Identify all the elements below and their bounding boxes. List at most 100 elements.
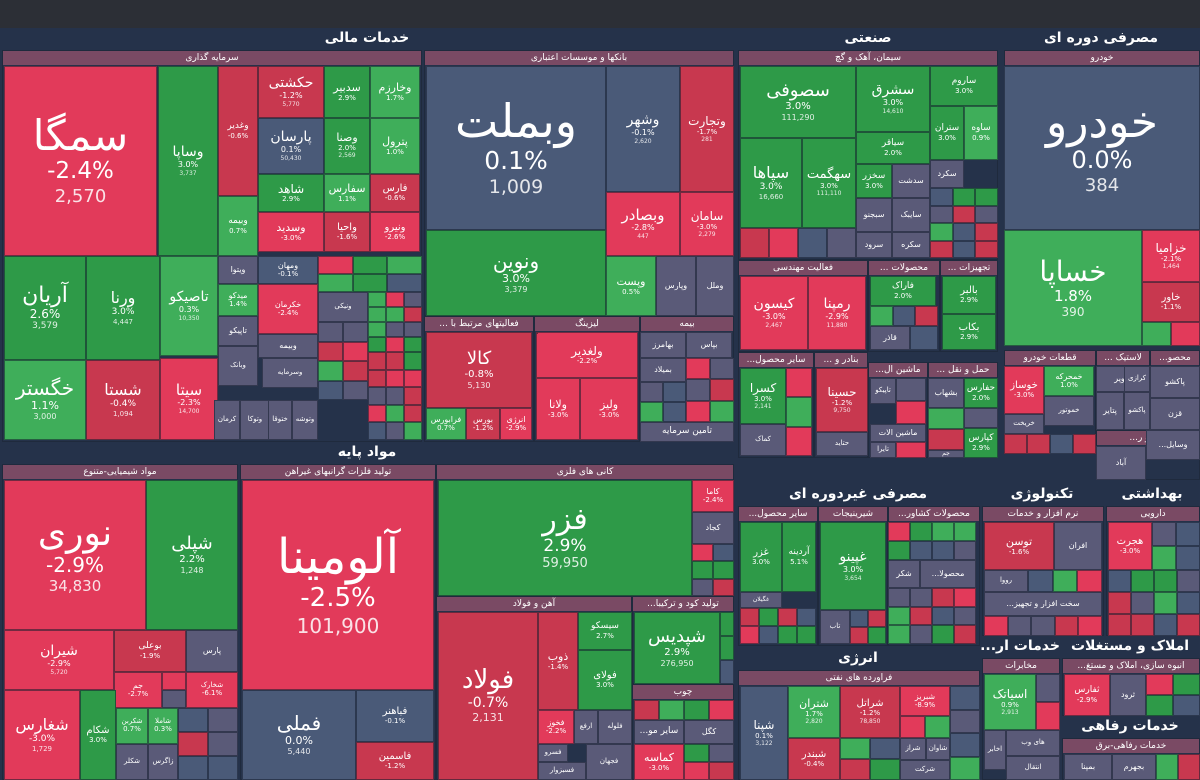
- stock-tile[interactable]: بورس -1.2%: [466, 408, 500, 440]
- industry-title[interactable]: مخابرات: [983, 659, 1059, 673]
- stock-tile[interactable]: فسبزوار: [538, 762, 586, 780]
- stock-tile-small[interactable]: [888, 522, 910, 541]
- stock-tile[interactable]: میدکو 1.4%: [218, 284, 258, 316]
- stock-tile-small[interactable]: [404, 292, 422, 307]
- stock-tile[interactable]: ذوب -1.4%: [538, 612, 578, 710]
- stock-tile[interactable]: جم -2.7%: [114, 672, 162, 708]
- stock-tile[interactable]: سخزر 3.0%: [856, 164, 892, 198]
- stock-tile[interactable]: آردینه 5.1%: [782, 522, 816, 592]
- stock-tile[interactable]: آلومینا -2.5% 101,900: [242, 480, 434, 690]
- industry-title[interactable]: بنادر و ...: [815, 353, 867, 367]
- stock-tile[interactable]: بکاب 2.9%: [942, 314, 996, 350]
- stock-tile[interactable]: وبانک: [218, 346, 258, 386]
- stock-tile[interactable]: غزر 3.0%: [740, 522, 782, 592]
- stock-tile[interactable]: کرازی: [1124, 366, 1150, 392]
- industry-title[interactable]: نرم افزار و خدمات: [983, 507, 1103, 521]
- stock-tile-small[interactable]: [709, 744, 734, 762]
- stock-tile[interactable]: ونیرو -2.6%: [370, 212, 420, 252]
- stock-tile[interactable]: فاراک 2.0%: [870, 276, 936, 306]
- stock-tile-small[interactable]: [984, 616, 1008, 636]
- stock-tile-small[interactable]: [318, 361, 343, 381]
- stock-tile-small[interactable]: [368, 337, 386, 352]
- stock-tile-small[interactable]: [896, 378, 926, 401]
- stock-tile-small[interactable]: [1177, 614, 1200, 636]
- stock-tile[interactable]: سیاقر 2.0%: [856, 132, 930, 164]
- stock-tile[interactable]: حکشتی -1.2% 5,770: [258, 66, 324, 118]
- stock-tile[interactable]: ثفارس -2.9%: [1064, 674, 1110, 716]
- stock-tile-small[interactable]: [910, 522, 932, 541]
- stock-tile[interactable]: وتوکا: [240, 400, 270, 440]
- industry-title[interactable]: کانی های فلزی: [437, 465, 733, 479]
- stock-tile-small[interactable]: [404, 352, 422, 370]
- stock-tile-small[interactable]: [368, 422, 386, 440]
- stock-tile[interactable]: شغارس -3.0% 1,729: [4, 690, 80, 780]
- stock-tile[interactable]: انرژی -2.9%: [500, 408, 532, 440]
- stock-tile-small[interactable]: [896, 401, 926, 424]
- stock-tile-small[interactable]: [686, 400, 710, 422]
- stock-tile-small[interactable]: [368, 369, 386, 388]
- stock-tile-small[interactable]: [1152, 546, 1176, 570]
- stock-tile[interactable]: وشهر -0.1% 2,620: [606, 66, 680, 192]
- stock-tile-small[interactable]: [386, 404, 404, 423]
- stock-tile-small[interactable]: [368, 292, 386, 307]
- stock-tile-small[interactable]: [659, 700, 684, 720]
- stock-tile-small[interactable]: [910, 588, 932, 607]
- stock-tile[interactable]: وتوشه: [292, 400, 318, 440]
- stock-tile-small[interactable]: [827, 228, 856, 258]
- stock-tile-small[interactable]: [1177, 592, 1200, 614]
- stock-tile-small[interactable]: [915, 306, 938, 326]
- stock-tile-small[interactable]: [870, 759, 900, 780]
- stock-tile-small[interactable]: [888, 541, 910, 560]
- stock-tile[interactable]: سامان -3.0% 2,279: [680, 192, 734, 256]
- stock-tile-small[interactable]: [386, 422, 404, 440]
- stock-tile-small[interactable]: [1154, 570, 1177, 592]
- stock-tile-small[interactable]: [1036, 674, 1060, 702]
- stock-tile-small[interactable]: [684, 744, 709, 762]
- industry-title[interactable]: قطعات خودرو: [1005, 351, 1095, 365]
- stock-tile[interactable]: فاسمین -1.2%: [356, 742, 434, 780]
- stock-tile[interactable]: پاکشو: [1150, 366, 1200, 398]
- stock-tile[interactable]: فجهان: [586, 744, 632, 780]
- stock-tile-small[interactable]: [840, 759, 870, 780]
- industry-title[interactable]: سیمان، آهک و گچ: [739, 51, 997, 65]
- stock-tile-small[interactable]: [932, 522, 954, 541]
- stock-tile-small[interactable]: [975, 223, 998, 241]
- stock-tile-small[interactable]: [1108, 592, 1131, 614]
- stock-tile-small[interactable]: [343, 361, 368, 381]
- stock-tile-small[interactable]: [928, 429, 964, 450]
- stock-tile-small[interactable]: [686, 379, 710, 401]
- stock-tile[interactable]: کماسه -3.0%: [634, 744, 684, 780]
- stock-tile[interactable]: شاملا 0.3%: [148, 708, 178, 744]
- stock-tile[interactable]: قزن: [1150, 398, 1200, 430]
- stock-tile-small[interactable]: [692, 544, 713, 562]
- stock-tile-small[interactable]: [178, 708, 208, 732]
- stock-tile[interactable]: تاپیکو: [870, 378, 896, 404]
- stock-tile-small[interactable]: [710, 400, 734, 422]
- industry-title[interactable]: بانکها و موسسات اعتباری: [425, 51, 733, 65]
- stock-tile-small[interactable]: [778, 626, 797, 644]
- stock-tile-small[interactable]: [1173, 674, 1200, 695]
- stock-tile-small[interactable]: [368, 352, 386, 370]
- stock-tile-small[interactable]: [386, 369, 404, 388]
- stock-tile[interactable]: شکر: [888, 560, 920, 588]
- stock-tile[interactable]: محصولا...: [920, 560, 976, 588]
- stock-tile-small[interactable]: [162, 672, 186, 690]
- stock-tile-small[interactable]: [663, 402, 686, 422]
- stock-tile-small[interactable]: [928, 408, 964, 429]
- stock-tile-small[interactable]: [778, 608, 797, 626]
- stock-tile[interactable]: وبیمه 0.7%: [218, 196, 258, 256]
- stock-tile-small[interactable]: [720, 612, 734, 636]
- stock-tile[interactable]: ونوین 3.0% 3,379: [426, 230, 606, 316]
- stock-tile[interactable]: شخارک -6.1%: [186, 672, 238, 708]
- stock-tile[interactable]: شراز: [900, 738, 926, 760]
- stock-tile-small[interactable]: [343, 380, 368, 400]
- stock-tile[interactable]: فلوله: [598, 710, 632, 744]
- stock-tile-small[interactable]: [387, 256, 422, 274]
- stock-tile-small[interactable]: [368, 322, 386, 337]
- stock-tile-small[interactable]: [318, 322, 343, 342]
- stock-tile-small[interactable]: [208, 708, 238, 732]
- stock-tile[interactable]: ولیز -3.0%: [580, 378, 638, 440]
- stock-tile[interactable]: ثرود: [1110, 674, 1146, 716]
- stock-tile-small[interactable]: [386, 307, 404, 322]
- stock-tile[interactable]: کپارس 2.9%: [964, 428, 998, 458]
